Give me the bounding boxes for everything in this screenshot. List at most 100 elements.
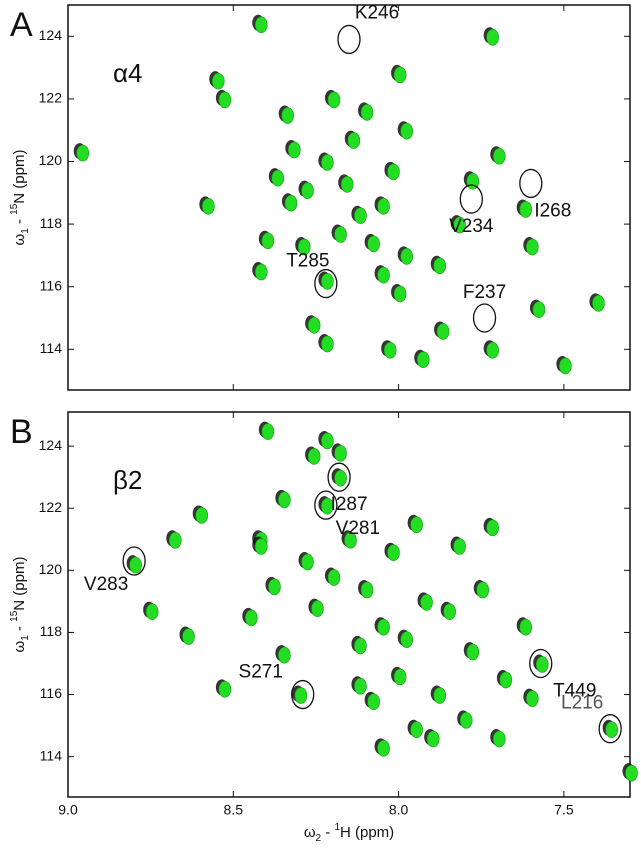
peak-green <box>311 600 324 617</box>
peak-green <box>211 72 225 90</box>
peak-green <box>486 519 499 537</box>
plot-frame <box>67 4 631 391</box>
peak-green <box>466 643 480 661</box>
peak-green <box>354 207 367 225</box>
y-tick-label: 122 <box>39 90 63 106</box>
peak-green <box>519 201 533 218</box>
peak-green <box>327 91 341 109</box>
peak-green <box>334 445 347 462</box>
axis-label-part: 15 <box>9 203 20 215</box>
peak-green <box>287 141 301 159</box>
peak-green <box>76 144 90 162</box>
x-tick-label: 7.5 <box>554 802 574 818</box>
annotation-circle <box>327 462 351 492</box>
peak-green <box>492 147 506 165</box>
peak-green <box>218 681 232 698</box>
annotation-label: V281 <box>336 518 380 539</box>
peak-green <box>436 323 450 340</box>
peak-green <box>387 544 400 562</box>
axis-label-part: 1 <box>20 228 31 234</box>
peak-green <box>281 107 294 124</box>
y-tick-label: 118 <box>40 623 63 639</box>
peak-green <box>526 238 539 256</box>
peak-green <box>301 553 314 571</box>
annotation-circle <box>314 268 338 299</box>
annotation-label: S271 <box>239 662 283 683</box>
axis-label: ω1 - 15N (ppm) <box>9 557 31 653</box>
peak-green <box>433 257 447 275</box>
peak-green <box>535 656 549 673</box>
axis-label: ω2 - 1H (ppm) <box>304 822 394 844</box>
peak-green <box>367 235 380 253</box>
axis-label-part: N (ppm) <box>11 150 28 204</box>
peak-green <box>307 316 321 334</box>
y-tick-label: 118 <box>40 215 63 231</box>
y-tick-label: 116 <box>40 277 63 293</box>
peak-green <box>145 603 159 621</box>
peak-green <box>129 556 142 574</box>
peak-green <box>377 266 390 284</box>
peak-green <box>387 163 400 181</box>
x-tick-label: 8.5 <box>224 802 244 818</box>
axis-label-part: 1 <box>334 822 340 833</box>
peak-green <box>168 531 182 549</box>
x-tick-label: 9.0 <box>58 802 78 818</box>
peak-green <box>519 618 533 636</box>
peak-green <box>278 491 291 509</box>
axis-label-part: ω <box>11 233 28 245</box>
annotation-label: I287 <box>331 494 368 515</box>
peak-green <box>420 594 433 611</box>
peak-green <box>559 357 572 375</box>
peak-green <box>347 132 361 149</box>
peak-green <box>459 712 473 729</box>
peak-green <box>307 448 321 465</box>
annotation-label: V234 <box>449 216 494 237</box>
y-tick-label: 114 <box>40 340 63 356</box>
peak-green <box>297 238 311 256</box>
peak-green <box>393 285 407 303</box>
annotation-circle <box>291 679 315 710</box>
annotation-label: L216 <box>561 693 603 714</box>
peak-green <box>354 677 367 695</box>
peak-green <box>492 730 506 748</box>
peak-green <box>410 721 423 738</box>
peak-green <box>294 687 308 704</box>
y-tick-label: 122 <box>39 499 63 515</box>
peak-green <box>340 176 354 193</box>
peak-green <box>182 628 195 645</box>
peak-green <box>433 687 447 704</box>
annotation-label: V283 <box>84 574 128 595</box>
peak-green <box>443 603 456 621</box>
annotation-circle <box>519 168 543 199</box>
peak-green <box>400 631 414 648</box>
peak-green <box>321 273 334 290</box>
annotation-circle <box>314 490 338 520</box>
y-tick-label: 116 <box>40 685 63 701</box>
peak-green <box>261 423 275 440</box>
peak-green <box>486 29 499 46</box>
y-tick-label: 114 <box>40 747 63 763</box>
peak-green <box>268 578 281 596</box>
peak-green <box>354 637 367 655</box>
annotation-circle <box>472 303 497 333</box>
y-tick-label: 120 <box>39 561 63 577</box>
peak-green <box>605 721 618 738</box>
peak-green <box>526 690 539 707</box>
annotation-circle <box>459 184 483 214</box>
peak-green <box>625 764 638 782</box>
peak-green <box>254 263 268 281</box>
peak-green <box>218 91 232 109</box>
axis-label-part: ω <box>304 824 316 841</box>
peak-green <box>426 730 440 748</box>
annotation-label: F237 <box>463 282 506 303</box>
peak-green <box>377 740 390 757</box>
peak-green <box>360 104 374 121</box>
peak-green <box>360 581 374 599</box>
y-tick-label: 120 <box>39 152 63 168</box>
peak-green <box>334 469 347 487</box>
annotation-label: T449 <box>553 681 596 702</box>
axis-label-part: 15 <box>9 610 20 622</box>
peak-green <box>321 335 334 353</box>
peak-green <box>284 194 298 212</box>
peak-green <box>254 538 268 555</box>
